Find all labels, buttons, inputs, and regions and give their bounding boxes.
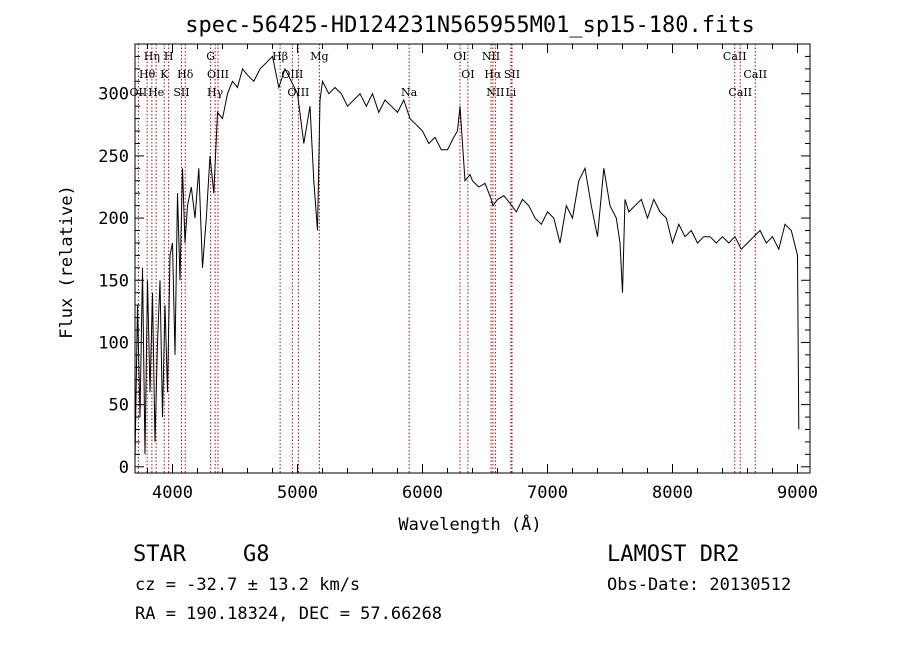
line-marker-label: NII — [482, 50, 500, 63]
line-marker-label: SII — [173, 86, 189, 99]
observation-date: Obs-Date: 20130512 — [607, 575, 791, 595]
line-marker-label: H — [164, 50, 174, 63]
line-marker-label: OIII — [281, 68, 303, 81]
x-tick-label: 4000 — [152, 483, 193, 503]
line-marker-label: Hθ — [139, 68, 156, 81]
line-marker-label: Na — [401, 86, 418, 99]
line-marker-label: SII — [504, 68, 520, 81]
x-tick-label: 7000 — [527, 483, 568, 503]
y-tick-label: 150 — [98, 271, 129, 291]
y-axis-label: Flux (relative) — [57, 185, 77, 339]
plot-frame — [134, 43, 811, 474]
line-marker-label: Hδ — [177, 68, 194, 81]
object-class: STAR — [133, 542, 187, 567]
line-marker-label: Hα — [484, 68, 502, 81]
line-marker-label: CaII — [728, 86, 752, 99]
x-tick-label: 9000 — [777, 483, 818, 503]
line-marker-label: K — [160, 68, 169, 81]
y-tick-label: 100 — [98, 333, 129, 353]
coordinates: RA = 190.18324, DEC = 57.66268 — [135, 604, 442, 624]
plot-area: OII Hθ Hη He KH SII Hδ G Hγ OIII Hβ OIII OIII Mg Na OI O… — [98, 43, 818, 503]
y-tick-label: 0 — [119, 458, 129, 478]
line-marker-label: OI — [461, 68, 474, 81]
y-tick-label: 200 — [98, 209, 129, 229]
line-marker-label: OII — [130, 86, 148, 99]
line-marker-label: Hη — [144, 50, 160, 63]
line-marker-label: Hβ — [272, 50, 288, 63]
line-marker-label: CaII — [723, 50, 747, 63]
line-marker-label: OIII — [207, 68, 229, 81]
redshift-value: cz = -32.7 ± 13.2 km/s — [135, 575, 360, 595]
spectrum-line — [134, 55, 800, 461]
x-tick-label: 5000 — [277, 483, 318, 503]
line-marker-label: G — [206, 50, 215, 63]
x-tick-label: 8000 — [652, 483, 693, 503]
line-marker-label: Mg — [310, 50, 328, 63]
x-tick-label: 6000 — [402, 483, 443, 503]
line-marker-label: Li — [505, 86, 516, 99]
y-tick-label: 300 — [98, 85, 129, 105]
chart-title: spec-56425-HD124231N565955M01_sp15-180.f… — [185, 13, 755, 38]
line-marker-label: Hγ — [207, 86, 224, 99]
line-marker-label: OIII — [287, 86, 309, 99]
line-marker-label: He — [148, 86, 164, 99]
survey-name: LAMOST DR2 — [607, 542, 739, 567]
object-subclass: G8 — [243, 542, 270, 567]
y-tick-label: 50 — [109, 396, 129, 416]
line-marker-label: NII — [486, 86, 504, 99]
line-marker-label: OI — [453, 50, 466, 63]
line-marker-label: CaII — [743, 68, 767, 81]
y-tick-label: 250 — [98, 147, 129, 167]
x-axis-label: Wavelength (Å) — [398, 513, 541, 535]
